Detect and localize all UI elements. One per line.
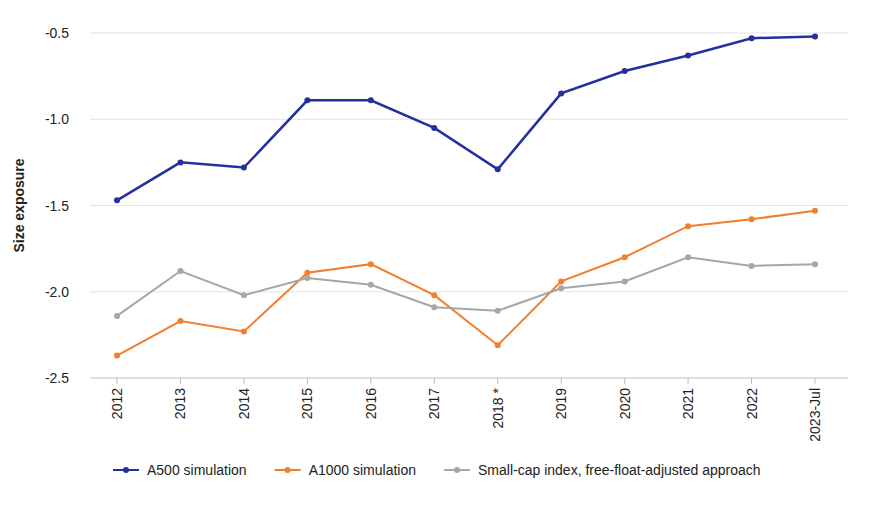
series-point — [241, 328, 247, 334]
x-tick — [243, 378, 244, 384]
x-tick — [307, 378, 308, 384]
legend-label: Small-cap index, free-float-adjusted app… — [478, 462, 761, 478]
plot-area — [114, 33, 818, 358]
legend: A500 simulation A1000 simulation Small-cap… — [113, 462, 761, 478]
legend-marker — [123, 467, 129, 473]
series-point — [622, 68, 628, 74]
legend-label: A1000 simulation — [309, 462, 416, 478]
grid-line — [90, 205, 848, 206]
series-point — [368, 282, 374, 288]
series-point — [431, 292, 437, 298]
series-line — [117, 211, 815, 356]
x-tick-label: 2016 — [363, 388, 379, 419]
series-point — [304, 97, 310, 103]
legend-marker — [454, 467, 460, 473]
series-point — [114, 197, 120, 203]
series-point — [304, 275, 310, 281]
series-point — [622, 254, 628, 260]
x-tick — [688, 378, 689, 384]
x-tick-label: 2019 — [553, 388, 569, 419]
series-point — [685, 223, 691, 229]
x-tick — [497, 378, 498, 384]
series-point — [431, 125, 437, 131]
series-point — [558, 90, 564, 96]
series-point — [812, 208, 818, 214]
grid-line — [90, 291, 848, 292]
x-tick — [180, 378, 181, 384]
series-point — [177, 159, 183, 165]
series-point — [431, 304, 437, 310]
x-tick — [370, 378, 371, 384]
x-tick-label: 2021 — [680, 388, 696, 419]
series-point — [241, 292, 247, 298]
y-tick-label: -0.5 — [45, 25, 69, 41]
series-point — [177, 268, 183, 274]
x-tick — [561, 378, 562, 384]
x-tick — [117, 378, 118, 384]
series-point — [495, 342, 501, 348]
series-point — [622, 278, 628, 284]
series-point — [368, 97, 374, 103]
y-tick-label: -1.5 — [45, 198, 69, 214]
series-point — [558, 285, 564, 291]
series-point — [368, 261, 374, 267]
chart: -2.5 -2.0 -1.5 -1.0 -0.5 Size exposure 2012 201… — [0, 0, 870, 510]
series-point — [304, 270, 310, 276]
series-point — [241, 165, 247, 171]
y-tick-label: -2.5 — [45, 370, 69, 386]
y-axis-title: Size exposure — [11, 158, 27, 252]
series-point — [749, 263, 755, 269]
series-line — [117, 257, 815, 316]
x-tick-label: 2018 * — [490, 387, 506, 428]
y-tick-label: -1.0 — [45, 111, 69, 127]
x-tick-label: 2020 — [617, 388, 633, 419]
x-tick-label: 2017 — [426, 388, 442, 419]
series-point — [114, 313, 120, 319]
series-point — [812, 33, 818, 39]
x-tick — [751, 378, 752, 384]
legend-marker — [285, 467, 291, 473]
series-point — [495, 308, 501, 314]
x-tick — [434, 378, 435, 384]
x-tick-label: 2014 — [236, 388, 252, 419]
series-point — [749, 35, 755, 41]
grid-line — [90, 33, 848, 34]
x-tick-label: 2012 — [109, 388, 125, 419]
series-point — [812, 261, 818, 267]
y-tick-label: -2.0 — [45, 284, 69, 300]
x-tick-label: 2013 — [172, 388, 188, 419]
x-axis-line — [90, 378, 848, 379]
series-point — [177, 318, 183, 324]
grid-line — [90, 119, 848, 120]
x-tick-label: 2023-Jul — [807, 388, 823, 442]
x-tick — [624, 378, 625, 384]
x-tick-label: 2022 — [744, 388, 760, 419]
series-point — [749, 216, 755, 222]
x-tick — [815, 378, 816, 384]
legend-label: A500 simulation — [147, 462, 247, 478]
series-point — [558, 278, 564, 284]
series-point — [114, 353, 120, 359]
series-line — [117, 36, 815, 200]
series-point — [685, 254, 691, 260]
series-point — [495, 166, 501, 172]
series-point — [685, 52, 691, 58]
x-tick-label: 2015 — [299, 388, 315, 419]
